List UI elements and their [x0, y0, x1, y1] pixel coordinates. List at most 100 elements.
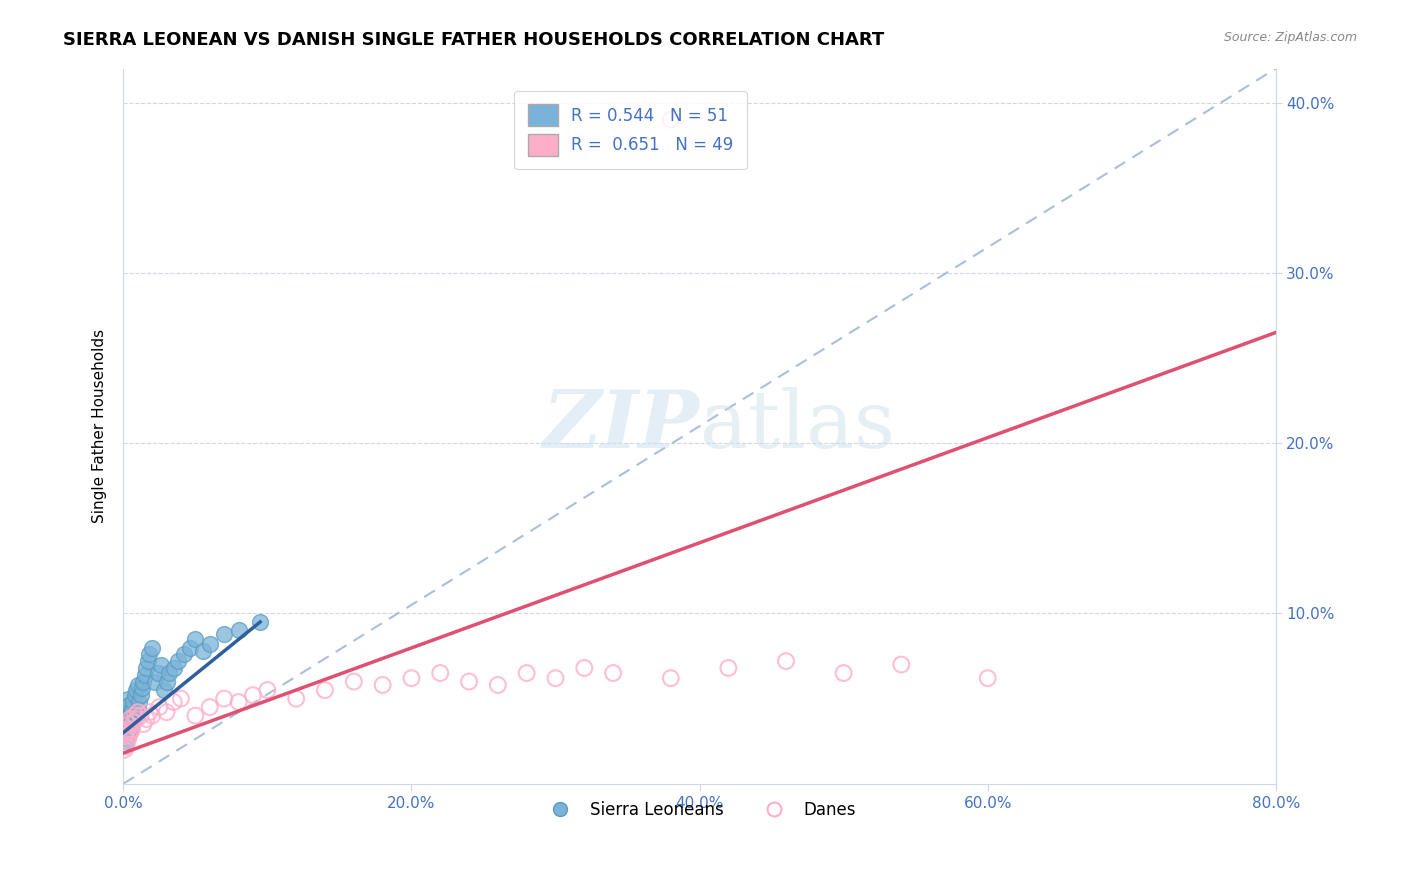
Point	[122, 695, 145, 709]
Point	[138, 705, 160, 719]
Point	[124, 688, 146, 702]
Point	[191, 644, 214, 658]
Point	[115, 723, 138, 737]
Point	[117, 717, 139, 731]
Point	[118, 725, 141, 739]
Point	[179, 640, 201, 655]
Point	[118, 729, 141, 743]
Point	[486, 678, 509, 692]
Point	[135, 712, 157, 726]
Point	[131, 681, 153, 696]
Point	[121, 723, 143, 737]
Point	[125, 712, 148, 726]
Point	[125, 705, 148, 719]
Point	[129, 688, 152, 702]
Point	[134, 667, 156, 681]
Point	[890, 657, 912, 672]
Point	[114, 717, 136, 731]
Point	[117, 705, 139, 719]
Point	[832, 666, 855, 681]
Text: SIERRA LEONEAN VS DANISH SINGLE FATHER HOUSEHOLDS CORRELATION CHART: SIERRA LEONEAN VS DANISH SINGLE FATHER H…	[63, 31, 884, 49]
Point	[198, 637, 221, 651]
Point	[132, 717, 155, 731]
Point	[124, 708, 146, 723]
Point	[155, 705, 177, 719]
Point	[117, 723, 139, 737]
Point	[122, 712, 145, 726]
Point	[121, 702, 143, 716]
Point	[163, 661, 186, 675]
Point	[256, 683, 278, 698]
Point	[118, 717, 141, 731]
Point	[117, 734, 139, 748]
Point	[138, 648, 160, 662]
Point	[212, 691, 235, 706]
Point	[184, 632, 207, 646]
Point	[429, 666, 451, 681]
Point	[212, 627, 235, 641]
Point	[717, 661, 740, 675]
Point	[155, 674, 177, 689]
Point	[143, 674, 166, 689]
Point	[167, 654, 190, 668]
Point	[602, 666, 624, 681]
Point	[173, 648, 195, 662]
Point	[242, 688, 264, 702]
Point	[132, 674, 155, 689]
Point	[152, 683, 174, 698]
Point	[117, 729, 139, 743]
Point	[120, 712, 142, 726]
Point	[114, 742, 136, 756]
Point	[141, 640, 163, 655]
Point	[125, 683, 148, 698]
Point	[516, 666, 538, 681]
Point	[574, 661, 596, 675]
Point	[141, 708, 163, 723]
Point	[120, 721, 142, 735]
Point	[118, 698, 141, 713]
Point	[115, 739, 138, 754]
Point	[976, 671, 998, 685]
Point	[163, 695, 186, 709]
Point	[135, 661, 157, 675]
Point	[120, 705, 142, 719]
Point	[127, 678, 149, 692]
Point	[228, 624, 250, 638]
Point	[659, 671, 682, 685]
Point	[115, 734, 138, 748]
Point	[127, 702, 149, 716]
Point	[228, 695, 250, 709]
Point	[118, 712, 141, 726]
Legend: Sierra Leoneans, Danes: Sierra Leoneans, Danes	[537, 794, 863, 825]
Text: atlas: atlas	[700, 387, 894, 465]
Point	[129, 708, 152, 723]
Point	[121, 715, 143, 730]
Point	[136, 654, 159, 668]
Point	[198, 700, 221, 714]
Point	[314, 683, 336, 698]
Y-axis label: Single Father Households: Single Father Households	[93, 329, 107, 524]
Point	[127, 705, 149, 719]
Point	[128, 695, 150, 709]
Point	[146, 666, 169, 681]
Point	[544, 671, 567, 685]
Point	[114, 725, 136, 739]
Point	[114, 708, 136, 723]
Point	[775, 654, 797, 668]
Point	[249, 615, 271, 629]
Point	[371, 678, 394, 692]
Point	[149, 657, 172, 672]
Point	[115, 725, 138, 739]
Point	[120, 725, 142, 739]
Point	[114, 729, 136, 743]
Point	[117, 691, 139, 706]
Point	[184, 708, 207, 723]
Point	[124, 708, 146, 723]
Point	[170, 691, 193, 706]
Point	[115, 700, 138, 714]
Point	[285, 691, 308, 706]
Point	[458, 674, 481, 689]
Point	[659, 112, 682, 127]
Point	[401, 671, 423, 685]
Point	[157, 666, 180, 681]
